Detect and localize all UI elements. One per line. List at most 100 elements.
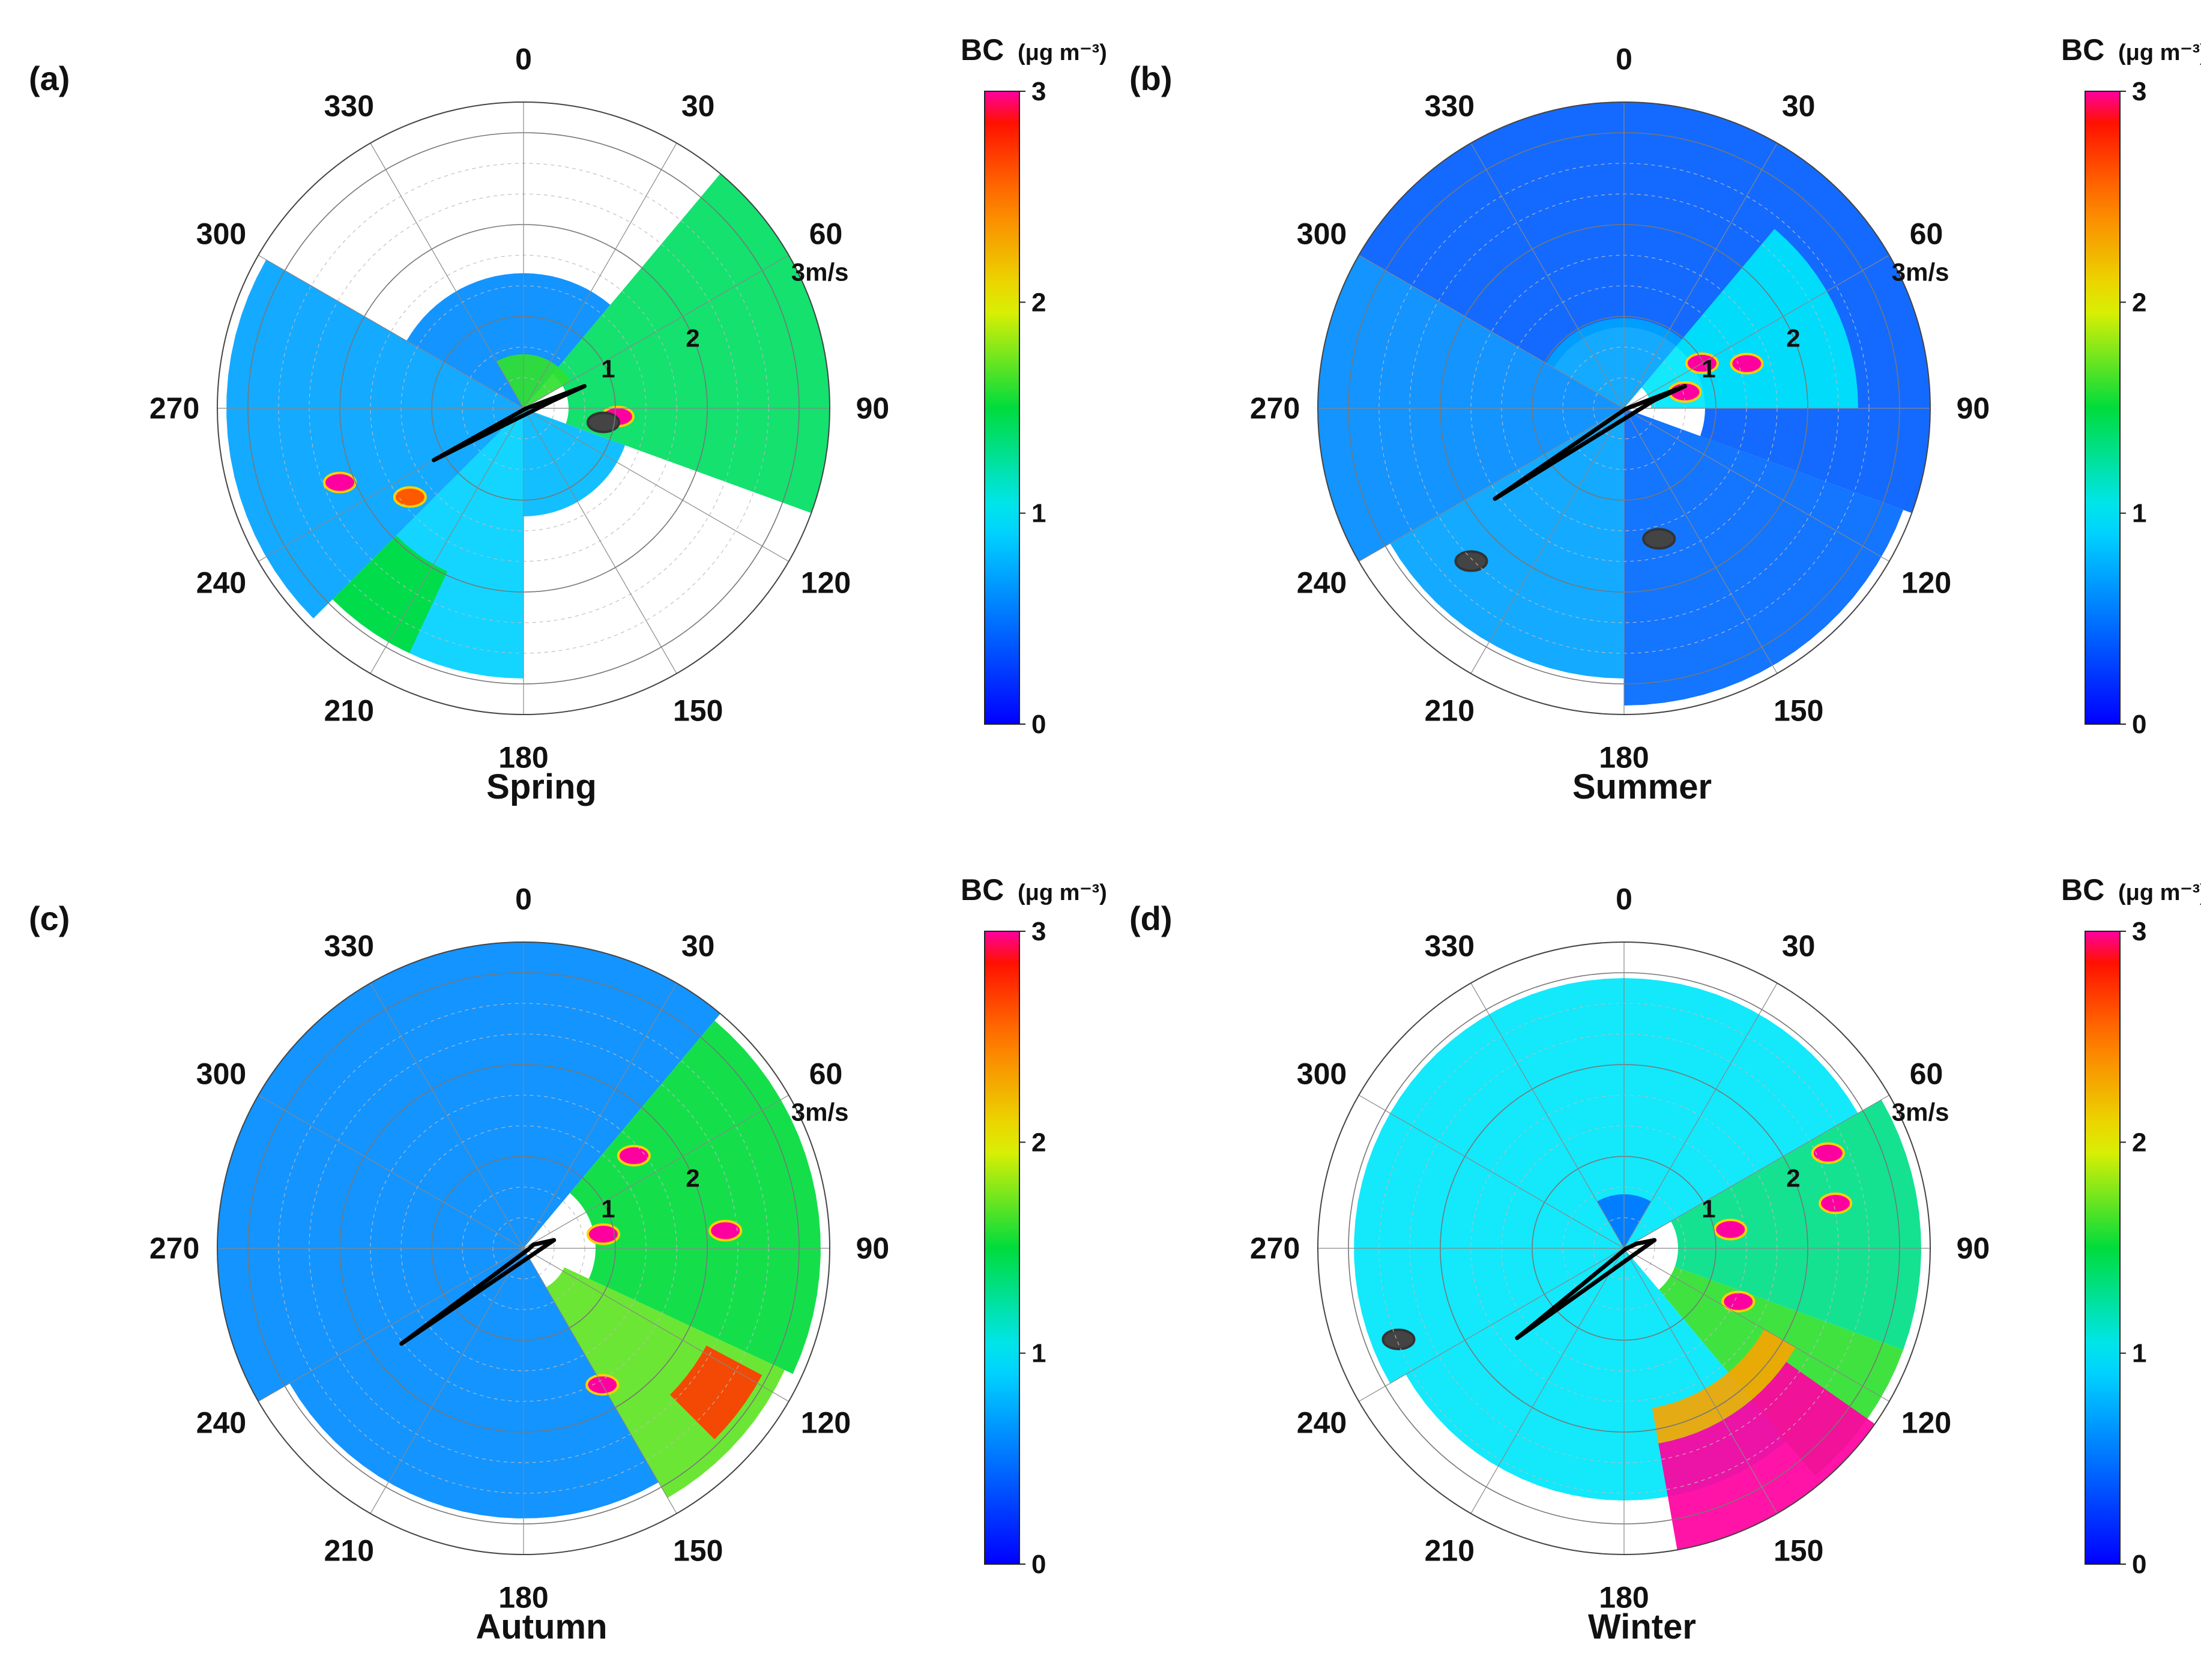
polar-chart-0: 0306090120150180210240270300330123m/s(a)… — [29, 33, 1107, 806]
panel-label: (b) — [1129, 59, 1173, 97]
angle-label-30: 30 — [1782, 929, 1816, 962]
panel-b: 0 30 60 90 120 150 180 210 240 270 300 330 1 2 3m/s (b)… — [1100, 0, 2201, 840]
angle-label-120: 120 — [801, 1406, 851, 1440]
grid-spoke-120 — [523, 408, 789, 562]
panel-a: 0 30 60 90 120 150 180 210 240 270 300 330 1 2 3m/s (a)… — [0, 0, 1107, 840]
sector-5 — [1652, 1329, 1796, 1443]
radial-label-2: 3m/s — [1892, 258, 1949, 286]
colorbar-tick-label-0: 0 — [2132, 1550, 2146, 1579]
angle-label-60: 60 — [809, 1057, 843, 1090]
hotspot-2 — [393, 486, 427, 508]
grid-spoke-210 — [1470, 1248, 1625, 1514]
grid-spoke-210 — [370, 1248, 524, 1514]
sector-3 — [1390, 408, 1624, 678]
angle-label-90: 90 — [856, 391, 890, 425]
angle-label-210: 210 — [1425, 694, 1475, 728]
angle-label-120: 120 — [1901, 566, 1951, 600]
panel-label: (d) — [1129, 899, 1173, 937]
colorbar — [2085, 91, 2121, 725]
hotspot-1 — [1819, 1192, 1853, 1215]
polar-chart-1: 0306090120150180210240270300330123m/s(b)… — [1129, 33, 2201, 806]
panel-title: Spring — [486, 767, 597, 806]
angle-label-30: 30 — [1782, 89, 1816, 122]
grid-spoke-300 — [1359, 1095, 1625, 1249]
grid-spoke-120 — [1623, 1248, 1889, 1402]
angle-label-330: 330 — [1425, 89, 1475, 122]
panel-title: Autumn — [476, 1607, 607, 1646]
grid-spoke-150 — [523, 1248, 677, 1514]
grid-spoke-120 — [523, 1248, 789, 1402]
radial-label-2: 3m/s — [791, 1098, 849, 1126]
hotspot-1 — [323, 471, 357, 494]
sector-2 — [1624, 408, 1904, 706]
angle-label-300: 300 — [1297, 217, 1347, 250]
colorbar-title: BC — [961, 873, 1004, 907]
angle-label-300: 300 — [196, 217, 246, 250]
angle-label-330: 330 — [1425, 929, 1475, 962]
polar-chart-3: 0306090120150180210240270300330123m/s(d)… — [1129, 873, 2201, 1646]
grid-spoke-120 — [1623, 408, 1889, 562]
panel-label: (c) — [29, 899, 70, 937]
hotspot-3 — [586, 411, 620, 434]
grid-spoke-30 — [1623, 143, 1778, 409]
sector-2 — [546, 1267, 785, 1498]
trajectory-outline — [1493, 384, 1687, 501]
colorbar-tick-label-2: 2 — [2132, 1128, 2146, 1157]
grid-spoke-210 — [1470, 408, 1625, 674]
sector-0 — [226, 259, 524, 618]
colorbar-unit: (μg m⁻³) — [2118, 880, 2201, 905]
angle-label-240: 240 — [1297, 566, 1347, 600]
trajectory-outline — [1515, 1237, 1657, 1340]
grid-spoke-30 — [523, 983, 677, 1249]
angle-label-0: 0 — [515, 883, 532, 916]
angle-label-0: 0 — [1616, 883, 1632, 916]
polar-grid — [217, 101, 830, 715]
sector-1 — [570, 1020, 821, 1374]
colorbar-title: BC — [961, 33, 1004, 67]
grid-spoke-330 — [370, 983, 524, 1249]
grid-spoke-150 — [1623, 1248, 1778, 1514]
angle-label-60: 60 — [809, 217, 843, 250]
angle-label-270: 270 — [149, 391, 199, 425]
angle-label-270: 270 — [1250, 1231, 1300, 1265]
radial-label-1: 2 — [1786, 324, 1800, 352]
colorbar-tick-label-3: 3 — [2132, 77, 2146, 106]
angle-label-0: 0 — [515, 43, 532, 76]
angle-label-180: 180 — [498, 1580, 548, 1614]
grid-spoke-60 — [523, 1095, 789, 1249]
angle-label-120: 120 — [801, 566, 851, 600]
hotspot-4 — [1454, 550, 1488, 572]
angle-label-180: 180 — [1599, 740, 1649, 774]
hotspot-3 — [708, 1219, 743, 1242]
colorbar-tick-label-1: 1 — [2132, 499, 2146, 528]
polar-chart-2: 0306090120150180210240270300330123m/s(c)… — [29, 873, 1107, 1646]
angle-label-210: 210 — [324, 1534, 374, 1568]
grid-spoke-300 — [258, 255, 524, 409]
polar-frame — [1317, 941, 1931, 1555]
colorbar-tick-label-0: 0 — [2132, 710, 2146, 739]
polar-grid — [217, 941, 830, 1555]
grid-spoke-30 — [523, 143, 677, 409]
sector-6 — [497, 354, 570, 408]
hotspot-3 — [1713, 1218, 1748, 1240]
angle-label-180: 180 — [498, 740, 548, 774]
angle-label-330: 330 — [324, 89, 374, 122]
panel-title: Summer — [1572, 767, 1712, 806]
angle-label-180: 180 — [1599, 1580, 1649, 1614]
colorbar-tick-label-3: 3 — [2132, 917, 2146, 946]
grid-spoke-210 — [370, 408, 524, 674]
colorbar-unit: (μg m⁻³) — [2118, 40, 2201, 65]
sector-0 — [1354, 978, 1858, 1383]
grid-spoke-330 — [370, 143, 524, 409]
angle-label-270: 270 — [1250, 391, 1300, 425]
angle-label-0: 0 — [1616, 43, 1632, 76]
radial-label-0: 1 — [1701, 1195, 1715, 1223]
colorbar-title: BC — [2061, 873, 2104, 907]
sector-2 — [552, 174, 830, 513]
angle-label-150: 150 — [1774, 1534, 1823, 1568]
grid-spoke-60 — [1623, 1095, 1889, 1249]
angle-label-60: 60 — [1910, 217, 1943, 250]
hotspot-1 — [586, 1223, 620, 1245]
trajectory-outline — [399, 1237, 557, 1346]
